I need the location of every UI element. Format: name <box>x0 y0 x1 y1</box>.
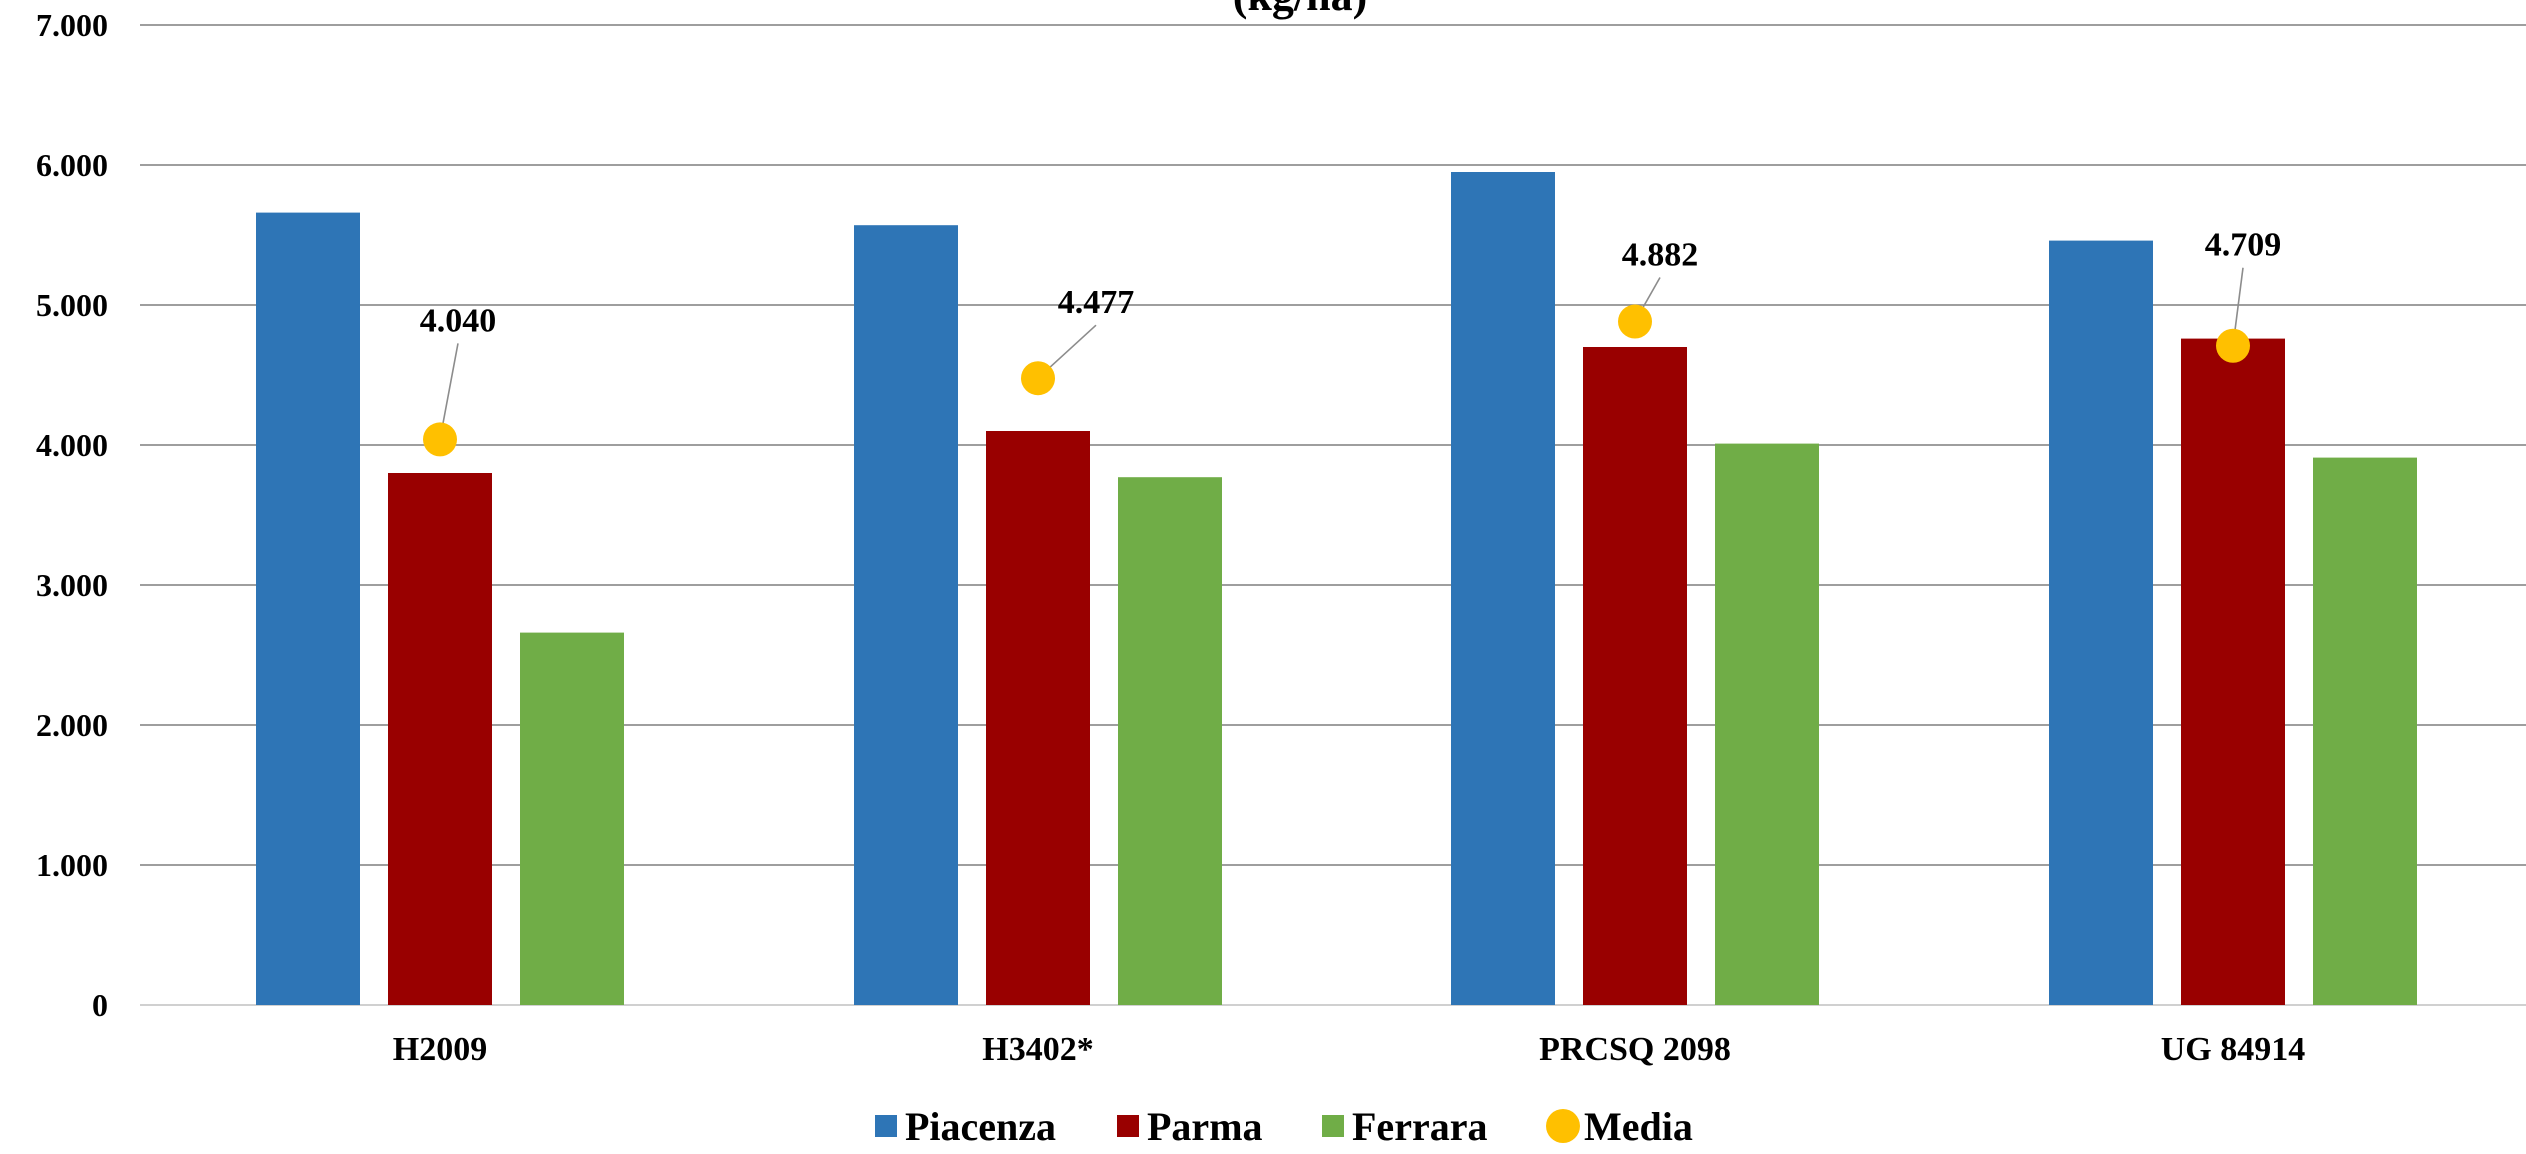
chart-title: (kg/ha) <box>1233 0 1367 20</box>
legend-item-parma: Parma <box>1117 1104 1263 1149</box>
bar-ferrara-ug-84914 <box>2313 457 2417 1006</box>
bar-ferrara-prcsq-2098 <box>1715 443 1819 1006</box>
x-category-label: H3402* <box>982 1031 1093 1068</box>
mean-data-label: 4.040 <box>420 302 497 339</box>
legend-swatch <box>1117 1115 1139 1137</box>
y-tick-label: 3.000 <box>36 567 108 603</box>
legend-swatch <box>1546 1109 1580 1143</box>
bar-parma-prcsq-2098 <box>1583 347 1687 1005</box>
mean-data-label: 4.477 <box>1058 284 1135 321</box>
y-tick-label: 0 <box>92 987 108 1023</box>
bar-piacenza-prcsq-2098 <box>1451 172 1555 1005</box>
y-tick-label: 5.000 <box>36 287 108 323</box>
bar-ferrara-h3402- <box>1118 477 1222 1005</box>
y-tick-label: 4.000 <box>36 427 108 463</box>
y-tick-label: 6.000 <box>36 147 108 183</box>
mean-marker <box>423 422 457 457</box>
y-tick-label: 7.000 <box>36 7 108 43</box>
legend-item-ferrara: Ferrara <box>1322 1104 1487 1149</box>
mean-data-label: 4.882 <box>1622 237 1699 274</box>
mean-marker <box>1021 361 1055 396</box>
bar-ferrara-h2009 <box>520 632 624 1005</box>
bar-piacenza-h3402- <box>854 225 958 1005</box>
y-tick-label: 2.000 <box>36 707 108 743</box>
legend-label: Parma <box>1147 1104 1263 1149</box>
bar-parma-h2009 <box>388 473 492 1005</box>
mean-marker <box>2216 328 2250 363</box>
legend-item-media: Media <box>1546 1104 1693 1149</box>
bar-piacenza-h2009 <box>256 212 360 1006</box>
legend-label: Piacenza <box>905 1104 1056 1149</box>
mean-data-label: 4.709 <box>2205 227 2282 264</box>
bar-parma-ug-84914 <box>2181 338 2285 1006</box>
y-tick-label: 1.000 <box>36 847 108 883</box>
bar-parma-h3402- <box>986 431 1090 1005</box>
bar-piacenza-ug-84914 <box>2049 240 2153 1006</box>
x-category-label: H2009 <box>393 1031 487 1068</box>
legend-swatch <box>875 1115 897 1137</box>
x-category-label: PRCSQ 2098 <box>1539 1031 1731 1068</box>
mean-marker <box>1618 304 1652 339</box>
legend-swatch <box>1322 1115 1344 1137</box>
legend-label: Media <box>1584 1104 1693 1149</box>
legend-label: Ferrara <box>1352 1104 1487 1149</box>
legend-item-piacenza: Piacenza <box>875 1104 1056 1149</box>
x-category-label: UG 84914 <box>2161 1031 2306 1068</box>
